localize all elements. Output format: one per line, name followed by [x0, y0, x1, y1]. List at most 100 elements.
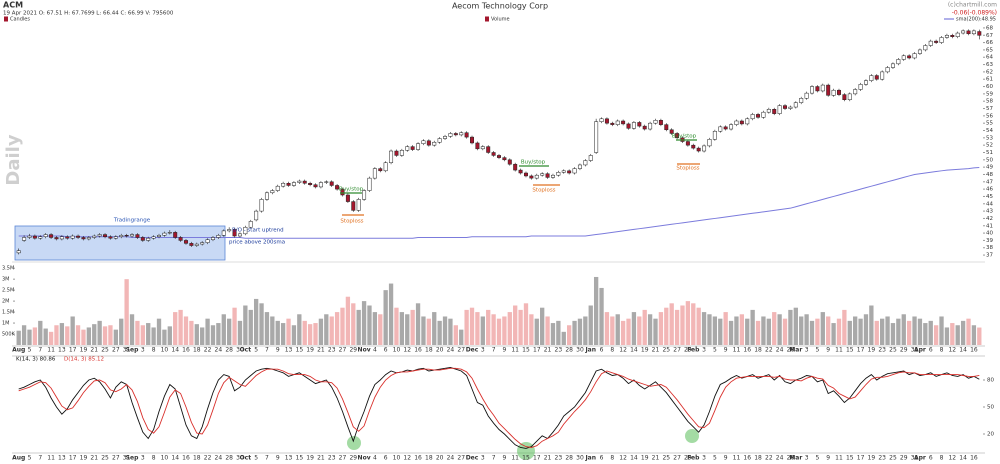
candle-body — [545, 173, 550, 178]
candle-body — [513, 163, 518, 171]
candle-body — [750, 114, 755, 120]
candle-body — [54, 237, 59, 240]
x-tick-label: 19 — [306, 347, 314, 354]
x-tick-label: 25 — [101, 347, 109, 354]
candle-body — [389, 150, 394, 163]
volume-bar — [566, 325, 572, 345]
candle-body — [912, 53, 917, 59]
volume-bar — [896, 318, 901, 345]
volume-bar — [329, 316, 334, 345]
volume-bar — [880, 318, 885, 345]
x-tick-label: 21 — [90, 455, 98, 462]
candle-body — [124, 235, 129, 237]
x-tick-label: 18 — [425, 347, 433, 354]
legend-swatch — [485, 16, 489, 22]
candle-body — [604, 118, 609, 124]
candle-body — [955, 32, 960, 37]
x-tick-label: 14 — [959, 455, 967, 462]
candle-body — [653, 120, 658, 124]
volume-bar — [583, 316, 588, 345]
volume-bar — [556, 320, 561, 345]
volume-bar — [701, 312, 707, 345]
volume-bar — [410, 309, 415, 345]
candle-body — [637, 122, 642, 127]
candle-body — [502, 157, 507, 161]
volume-bar — [696, 307, 701, 345]
candle-body — [874, 75, 879, 80]
x-tick-label: Feb — [687, 455, 700, 462]
candle-body — [157, 235, 161, 238]
candle-body — [216, 235, 221, 238]
candle-body — [113, 236, 118, 239]
legend-label: Candles — [10, 17, 30, 23]
x-tick-label: 25 — [101, 455, 109, 462]
x-tick-label: 27 — [457, 455, 465, 462]
volume-bar — [647, 314, 653, 345]
volume-bar — [102, 326, 108, 345]
volume-bar — [685, 301, 691, 345]
candle-body — [561, 170, 566, 173]
volume-bar — [491, 314, 496, 345]
candle-body — [281, 183, 286, 187]
x-tick-label: 27 — [112, 455, 120, 462]
candle-body — [38, 236, 43, 239]
x-tick-label: 26 — [787, 347, 795, 354]
volume-bar — [415, 303, 421, 345]
volume-bar — [453, 325, 458, 345]
volume-bar — [755, 320, 761, 345]
candle-body — [524, 172, 528, 177]
volume-bar — [669, 303, 674, 345]
candle-body — [399, 150, 404, 156]
volume-bar — [971, 325, 977, 345]
y-tick-label: 44 — [986, 201, 993, 207]
x-tick-label: 27 — [673, 347, 681, 354]
x-tick-label: 23 — [328, 347, 336, 354]
candle-body — [626, 123, 631, 129]
candle-body — [372, 168, 377, 179]
x-tick-label: 31 — [123, 455, 131, 462]
volume-bar — [92, 324, 97, 345]
volume-bar — [178, 309, 183, 345]
x-tick-label: 19 — [641, 455, 649, 462]
candle-body — [842, 94, 847, 100]
x-tick-label: 12 — [948, 347, 956, 354]
x-tick-label: 26 — [787, 455, 795, 462]
x-tick-label: 21 — [544, 347, 552, 354]
volume-bar — [604, 312, 610, 345]
volume-bar — [540, 307, 545, 345]
candle-body — [405, 146, 410, 151]
volume-bar — [820, 312, 825, 345]
candle-body — [550, 174, 555, 178]
x-tick-label: 21 — [90, 347, 98, 354]
volume-bar — [723, 312, 728, 345]
y-tick-label: 49 — [986, 165, 993, 171]
candle-body — [76, 235, 81, 238]
candle-body — [675, 133, 680, 139]
volume-bar — [378, 314, 383, 345]
volume-bar — [280, 323, 286, 345]
candle-body — [92, 235, 97, 238]
y-tick-label: 2.5M — [2, 288, 14, 294]
y-tick-label: 3M — [2, 277, 10, 283]
candle-body — [702, 145, 707, 152]
copyright: (c)chartmill.com — [948, 2, 997, 9]
volume-bar — [631, 312, 637, 345]
candle-body — [950, 35, 955, 37]
x-tick-label: 21 — [544, 455, 552, 462]
x-tick-label: 24 — [215, 455, 223, 462]
candle-body — [297, 180, 302, 183]
annotation: price above 200sma — [229, 240, 285, 246]
x-tick-label: 16 — [182, 455, 190, 462]
volume-bar — [345, 296, 351, 345]
candle-body — [896, 59, 901, 65]
volume-bar — [766, 318, 771, 345]
candle-body — [313, 184, 318, 188]
volume-bar — [388, 283, 394, 345]
y-tick-label: 38 — [986, 245, 993, 251]
volume-bar — [426, 318, 432, 345]
y-tick-label: 48 — [986, 172, 993, 178]
x-tick-label: 16 — [743, 455, 751, 462]
candle-body — [820, 84, 825, 92]
y-tick-label: 50 — [986, 157, 993, 163]
volume-bar — [950, 323, 955, 345]
